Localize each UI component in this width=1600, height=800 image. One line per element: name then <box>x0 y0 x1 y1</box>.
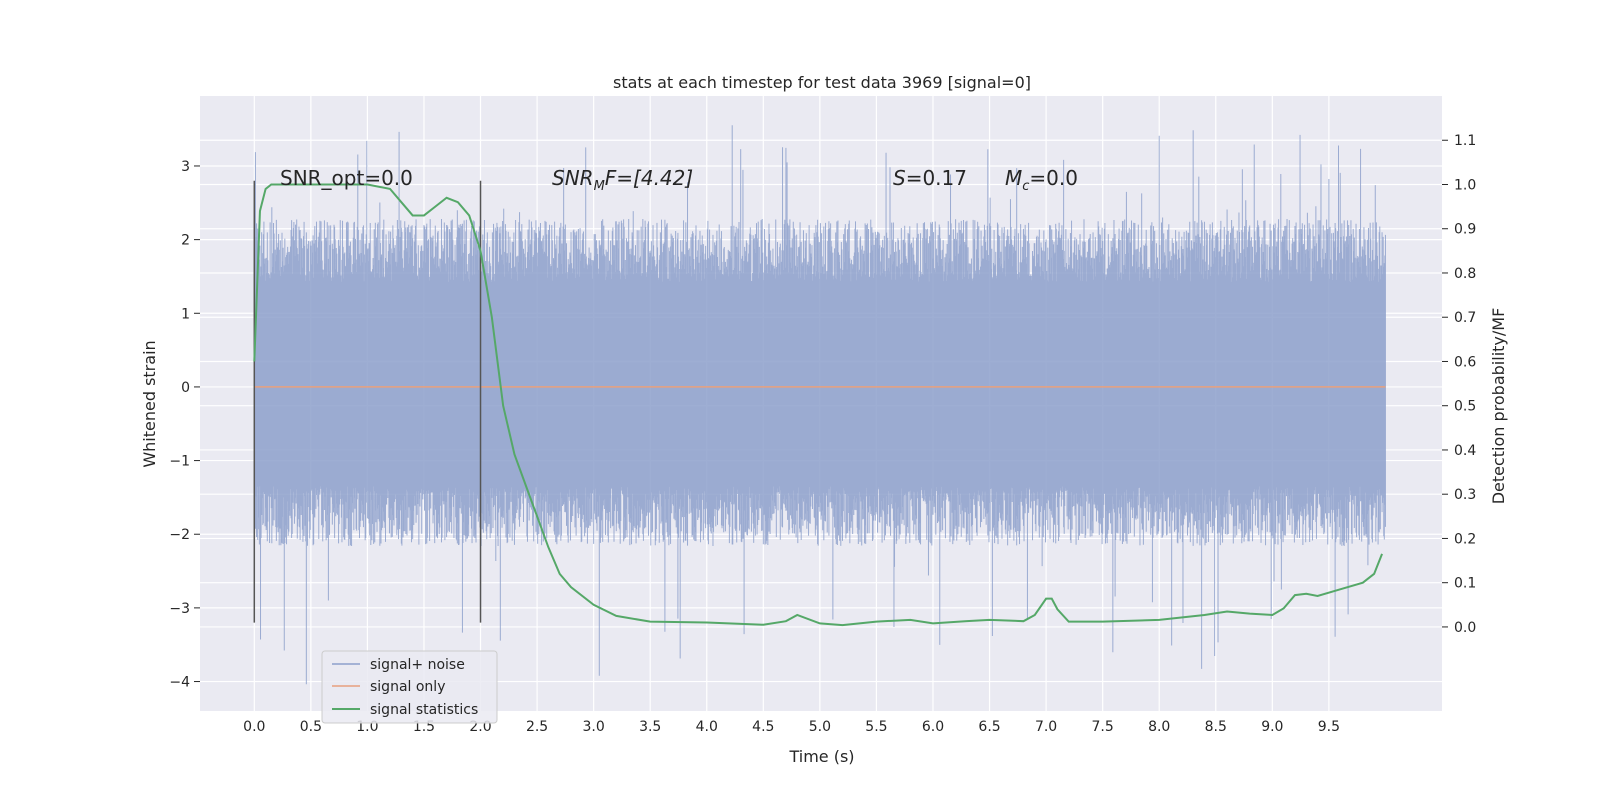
y-right-tick-5: 0.5 <box>1454 399 1476 415</box>
x-tick-6: 3.0 <box>583 719 605 735</box>
x-tick-labels: 0.0 0.5 1.0 1.5 2.0 2.5 3.0 3.5 4.0 4.5 5.0 5.5 6.0 6… <box>243 719 1340 735</box>
y-right-tick-9: 0.9 <box>1454 222 1476 238</box>
legend-label-signal-noise: signal+ noise <box>370 657 465 673</box>
annotation-snr-opt: SNR_opt=0.0 <box>280 166 413 190</box>
x-tick-16: 8.0 <box>1148 719 1170 735</box>
y-tick-5: 1 <box>181 306 190 322</box>
y-tick-labels: −4 −3 −2 −1 0 1 2 3 <box>169 159 200 691</box>
y-tick-1: −3 <box>169 601 190 617</box>
y-tick-3: −1 <box>169 454 190 470</box>
x-tick-5: 2.5 <box>526 719 548 735</box>
x-tick-10: 5.0 <box>809 719 831 735</box>
y-right-tick-4: 0.4 <box>1454 443 1476 459</box>
x-tick-11: 5.5 <box>865 719 887 735</box>
y-tick-7: 3 <box>181 159 190 175</box>
y-tick-6: 2 <box>181 233 190 249</box>
y-tick-2: −2 <box>169 527 190 543</box>
y-right-tick-11: 1.1 <box>1454 133 1476 149</box>
y-axis-label: Whitened strain <box>140 340 159 467</box>
x-tick-12: 6.0 <box>922 719 944 735</box>
x-tick-14: 7.0 <box>1035 719 1057 735</box>
y-right-tick-3: 0.3 <box>1454 487 1476 503</box>
y-right-tick-7: 0.7 <box>1454 310 1476 326</box>
x-axis-label: Time (s) <box>788 747 854 766</box>
x-tick-18: 9.0 <box>1261 719 1283 735</box>
y-right-tick-0: 0.0 <box>1454 620 1476 636</box>
x-tick-17: 8.5 <box>1205 719 1227 735</box>
x-tick-0: 0.0 <box>243 719 265 735</box>
x-tick-19: 9.5 <box>1318 719 1340 735</box>
x-tick-1: 0.5 <box>300 719 322 735</box>
y-right-tick-1: 0.1 <box>1454 576 1476 592</box>
x-tick-8: 4.0 <box>696 719 718 735</box>
x-tick-7: 3.5 <box>639 719 661 735</box>
legend-label-signal-statistics: signal statistics <box>370 702 478 718</box>
y-tick-0: −4 <box>169 675 190 691</box>
y-tick-4: 0 <box>181 380 190 396</box>
annotation-snr-mf: SNRMF=[4.42] <box>552 166 693 194</box>
series-signal-statistics <box>253 183 1383 627</box>
y-right-tick-2: 0.2 <box>1454 531 1476 547</box>
y-right-tick-6: 0.6 <box>1454 354 1476 370</box>
y-right-tick-labels: 0.0 0.1 0.2 0.3 0.4 0.5 0.6 0.7 0.8 0.9 1.0 1.1 <box>1442 133 1476 636</box>
y-right-axis-label: Detection probability/MF <box>1489 308 1508 505</box>
x-tick-15: 7.5 <box>1092 719 1114 735</box>
annotation-s: S=0.17 <box>893 166 967 190</box>
x-tick-9: 4.5 <box>752 719 774 735</box>
legend-label-signal-only: signal only <box>370 679 445 695</box>
legend-box <box>321 650 498 724</box>
y-right-tick-8: 0.8 <box>1454 266 1476 282</box>
chart-title: stats at each timestep for test data 396… <box>613 73 1031 92</box>
legend: signal+ noise signal only signal statist… <box>321 650 498 724</box>
x-tick-13: 6.5 <box>978 719 1000 735</box>
y-right-tick-10: 1.0 <box>1454 177 1476 193</box>
annotation-mc: Mc=0.0 <box>1005 166 1078 194</box>
